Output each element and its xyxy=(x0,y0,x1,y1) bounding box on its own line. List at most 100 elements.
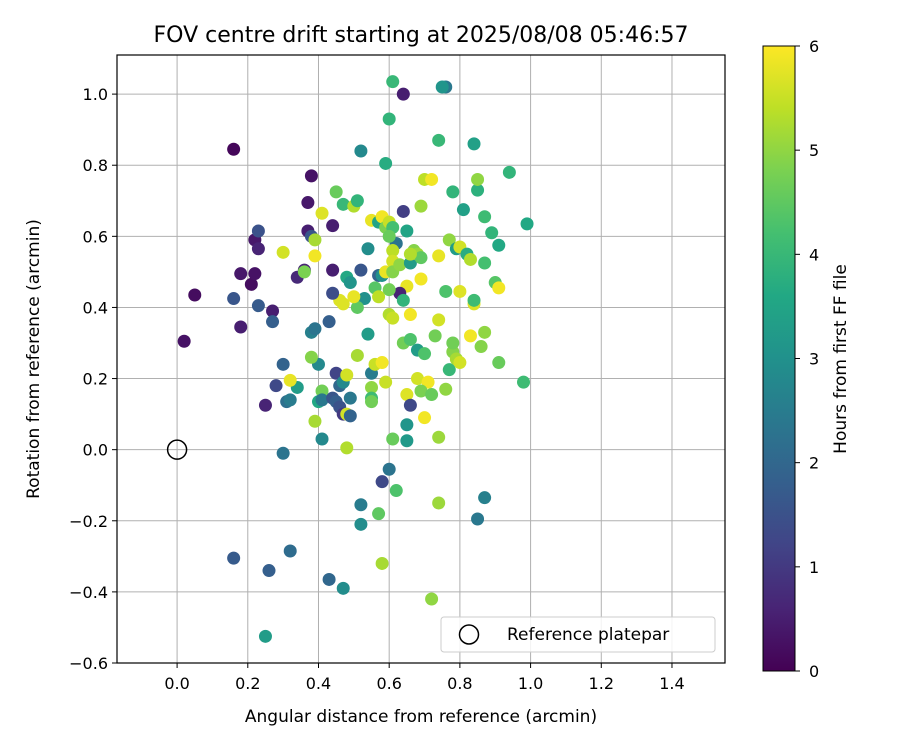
data-point xyxy=(251,242,265,256)
data-point xyxy=(350,348,364,362)
data-point xyxy=(227,292,241,306)
y-tick-label: −0.6 xyxy=(69,654,108,673)
data-point xyxy=(315,206,329,220)
data-point xyxy=(379,375,393,389)
data-point xyxy=(326,219,340,233)
data-point xyxy=(386,75,400,89)
data-point xyxy=(403,308,417,322)
data-point xyxy=(446,336,460,350)
data-point xyxy=(322,572,336,586)
data-point xyxy=(432,249,446,263)
data-point xyxy=(492,238,506,252)
data-point xyxy=(403,256,417,270)
plot-area: 0.0 0.2 0.4 0.6 0.8 1.0 1.2 1.4 1.0 0.8 0.6 0.4 0.2… xyxy=(69,54,726,693)
data-point xyxy=(308,414,322,428)
y-tick-label: 0.6 xyxy=(83,227,108,246)
data-point xyxy=(372,507,386,521)
legend-reference-marker xyxy=(458,624,480,645)
data-point xyxy=(248,267,262,281)
data-point xyxy=(386,244,400,258)
colorbar-tick-label: 1 xyxy=(809,558,819,577)
data-point xyxy=(227,142,241,156)
data-point xyxy=(418,411,432,425)
data-point xyxy=(188,288,202,302)
data-point xyxy=(435,80,449,94)
data-point xyxy=(350,300,364,314)
data-point xyxy=(396,87,410,101)
data-point xyxy=(446,185,460,199)
data-point xyxy=(266,315,280,329)
data-point xyxy=(393,258,407,272)
data-point xyxy=(258,398,272,412)
x-axis-ticks: 0.0 0.2 0.4 0.6 0.8 1.0 1.2 1.4 xyxy=(164,663,685,693)
data-point xyxy=(297,265,311,279)
colorbar-label: Hours from first FF file xyxy=(831,264,851,454)
data-point xyxy=(414,384,428,398)
data-point xyxy=(389,484,403,498)
data-point xyxy=(350,194,364,208)
data-point xyxy=(382,283,396,297)
data-point xyxy=(308,249,322,263)
plot-frame xyxy=(116,54,726,664)
data-point xyxy=(283,544,297,558)
data-point xyxy=(329,366,343,380)
data-point xyxy=(400,418,414,432)
data-point xyxy=(403,332,417,346)
x-axis-label: Angular distance from reference (arcmin) xyxy=(245,707,597,727)
data-point xyxy=(502,165,516,179)
data-point xyxy=(372,290,386,304)
data-point xyxy=(396,293,410,307)
data-point xyxy=(340,441,354,455)
data-point xyxy=(520,217,534,231)
data-point xyxy=(410,372,424,386)
data-point xyxy=(276,245,290,259)
data-point xyxy=(478,325,492,339)
x-tick-label: 0.2 xyxy=(235,674,260,693)
data-point xyxy=(396,204,410,218)
data-point xyxy=(442,363,456,377)
data-point xyxy=(269,379,283,393)
data-point xyxy=(234,320,248,334)
data-point xyxy=(244,277,258,291)
y-tick-label: 0.2 xyxy=(83,370,108,389)
data-point xyxy=(517,375,531,389)
data-point xyxy=(386,311,400,325)
data-point xyxy=(354,517,368,531)
y-tick-label: −0.4 xyxy=(69,583,108,602)
data-point xyxy=(266,304,280,318)
data-point xyxy=(474,340,488,354)
data-point xyxy=(276,357,290,371)
x-tick-label: 1.2 xyxy=(589,674,614,693)
data-point xyxy=(354,263,368,277)
data-point xyxy=(382,229,396,243)
data-point xyxy=(326,263,340,277)
data-point xyxy=(386,432,400,446)
data-point xyxy=(414,199,428,213)
data-point xyxy=(453,284,467,298)
data-point xyxy=(357,292,371,306)
data-point xyxy=(365,380,379,394)
data-point xyxy=(251,224,265,238)
data-point xyxy=(283,373,297,387)
data-point xyxy=(375,356,389,370)
data-point xyxy=(421,375,435,389)
data-point xyxy=(400,434,414,448)
data-point xyxy=(463,252,477,266)
data-point xyxy=(425,388,439,402)
x-tick-label: 0.8 xyxy=(447,674,472,693)
colorbar-tick-label: 6 xyxy=(809,37,819,56)
data-point xyxy=(315,393,329,407)
data-point xyxy=(439,284,453,298)
data-points xyxy=(177,75,534,643)
data-point xyxy=(403,398,417,412)
colorbar-tick-label: 3 xyxy=(809,350,819,369)
data-point xyxy=(463,329,477,343)
data-point xyxy=(322,315,336,329)
grid-lines xyxy=(117,55,725,664)
y-axis-label: Rotation from reference (arcmin) xyxy=(24,219,44,499)
colorbar-tick-label: 0 xyxy=(809,662,819,681)
data-point xyxy=(329,185,343,199)
data-point xyxy=(308,233,322,247)
data-point xyxy=(382,112,396,126)
data-point xyxy=(336,197,350,211)
